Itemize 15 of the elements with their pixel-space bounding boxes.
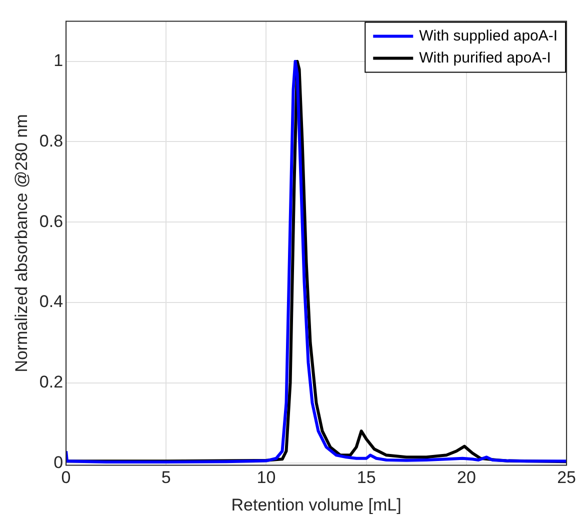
- x-axis-title: Retention volume [mL]: [231, 495, 402, 514]
- legend-label: With purified apoA-I: [419, 49, 551, 66]
- x-tick-label: 10: [256, 468, 276, 488]
- y-tick-label: 0.2: [39, 372, 64, 392]
- legend-label: With supplied apoA-I: [419, 27, 558, 44]
- y-tick-label: 0: [54, 452, 64, 472]
- y-tick-label: 0.4: [39, 292, 64, 312]
- x-tick-label: 20: [456, 468, 476, 488]
- x-tick-label: 15: [356, 468, 376, 488]
- y-axis-title: Normalized absorbance @280 nm: [12, 114, 31, 372]
- x-tick-label: 5: [161, 468, 171, 488]
- y-tick-label: 0.8: [39, 131, 64, 150]
- x-tick-label: 25: [557, 468, 576, 488]
- y-tick-label: 0.6: [39, 212, 64, 231]
- y-tick-label: 1: [54, 51, 64, 70]
